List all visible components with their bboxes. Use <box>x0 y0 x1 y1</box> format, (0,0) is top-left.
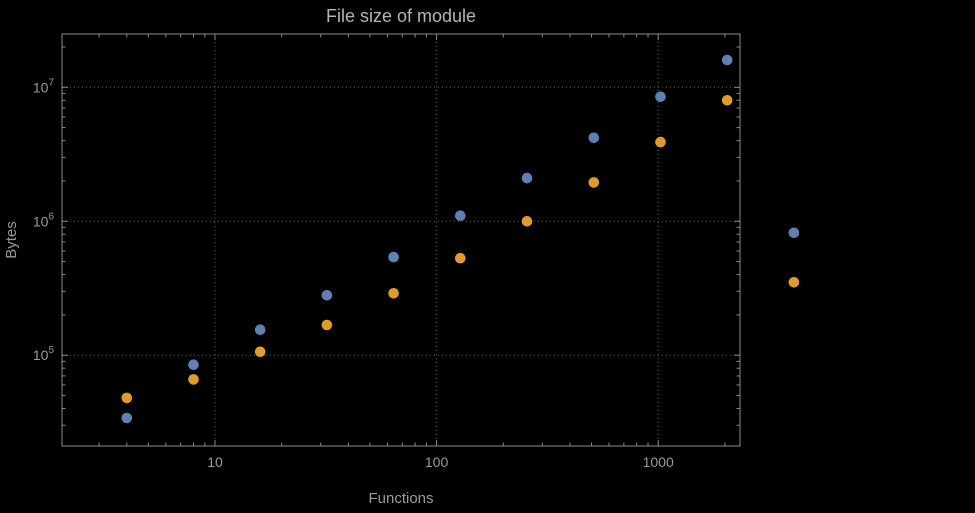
data-point-orange <box>655 136 666 148</box>
data-point-blue <box>521 172 533 184</box>
data-point-blue <box>455 210 466 221</box>
y-tick-labels: 105 106 107 <box>33 77 55 363</box>
data-point-blue <box>188 359 199 371</box>
chart-layers: 10 100 1000 105 106 107 <box>33 33 800 470</box>
data-point-orange <box>721 95 733 106</box>
series-orange <box>121 95 800 404</box>
data-point-blue <box>788 227 800 239</box>
y-tick-label: 105 <box>33 345 55 363</box>
data-point-blue <box>321 290 333 301</box>
x-tick-label: 100 <box>425 454 449 470</box>
data-point-orange <box>388 288 399 299</box>
y-tick-label: 106 <box>33 211 55 229</box>
data-point-orange <box>321 319 333 331</box>
chart-title: File size of module <box>326 6 476 26</box>
data-point-blue <box>121 412 133 424</box>
data-point-orange <box>254 346 266 358</box>
data-point-blue <box>254 324 266 336</box>
y-axis-label: Bytes <box>3 221 20 259</box>
data-point-orange <box>121 392 133 404</box>
data-point-orange <box>588 177 600 188</box>
plot-frame <box>61 33 741 447</box>
x-tick-labels: 10 100 1000 <box>207 454 674 470</box>
data-point-orange <box>188 374 199 385</box>
gridlines <box>62 34 740 446</box>
y-tick-label: 107 <box>33 77 55 95</box>
data-point-blue <box>721 54 733 66</box>
x-tick-label: 1000 <box>643 454 674 470</box>
tick-marks <box>62 34 740 446</box>
data-point-blue <box>388 251 399 263</box>
data-point-orange <box>788 277 800 288</box>
data-point-orange <box>455 252 466 264</box>
x-tick-label: 10 <box>207 454 223 470</box>
x-axis-label: Functions <box>368 490 433 507</box>
series-blue <box>121 54 800 424</box>
data-point-orange <box>521 216 533 227</box>
data-point-blue <box>588 132 600 144</box>
data-point-blue <box>655 91 666 103</box>
